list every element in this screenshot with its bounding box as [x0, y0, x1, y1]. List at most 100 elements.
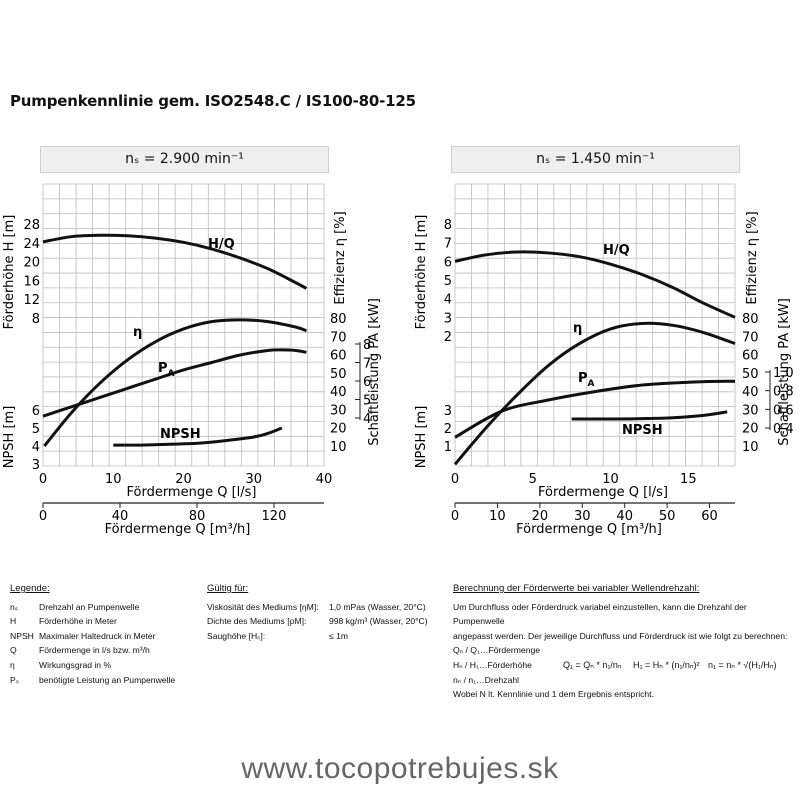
- npsh-tick-label: 2: [444, 422, 452, 437]
- legend-key: nₛ: [10, 601, 18, 612]
- valid-key: Dichte des Mediums [ρM]:: [207, 616, 307, 627]
- formula-h: H₁ = Hₙ * (n₁/nₙ)²: [633, 659, 700, 670]
- legend-row: η Wirkungsgrad in %: [10, 658, 175, 673]
- head-tick-label: 24: [23, 237, 40, 252]
- valid-heading: Gültig für:: [207, 583, 249, 594]
- valid-block: Gültig für: Viskosität des Mediums [ηM]:…: [207, 582, 428, 643]
- eff-tick-label: 40: [330, 385, 347, 400]
- valid-key: Saughöhe [Hₛ]:: [207, 630, 266, 641]
- eff-tick-label: 60: [742, 349, 759, 364]
- series-label-pa: PA: [158, 361, 175, 379]
- valid-key: Viskosität des Mediums [ηM]:: [207, 601, 319, 612]
- legend-key: NPSH: [10, 630, 34, 641]
- head-tick-label: 7: [444, 237, 452, 252]
- y-axis-label-power: Schaftleistung PA [kW]: [777, 298, 792, 446]
- eff-tick-label: 80: [330, 312, 347, 327]
- valid-value: 1,0 mPas (Wasser, 20°C): [329, 601, 426, 612]
- series-label: H/Q: [603, 243, 630, 258]
- series-label-pa: PA: [578, 371, 595, 389]
- x2-tick-label: 40: [616, 509, 633, 524]
- x2-tick-label: 50: [659, 509, 676, 524]
- legend-key: Pₛ: [10, 674, 19, 685]
- valid-value: 998 kg/m³ (Wasser, 20°C): [329, 616, 428, 627]
- y-axis-label-head: Förderhöhe H [m]: [2, 215, 17, 330]
- x-axis-label: Fördermenge Q [l/s]: [126, 485, 256, 500]
- series-label: η: [133, 325, 142, 340]
- series-label: H/Q: [208, 237, 235, 252]
- power-tick-label: 7: [363, 357, 371, 372]
- eff-tick-label: 80: [742, 312, 759, 327]
- eff-tick-label: 50: [742, 367, 759, 382]
- eff-tick-label: 10: [330, 440, 347, 455]
- x-tick-label: 40: [316, 472, 333, 487]
- x2-axis-label: Fördermenge Q [m³/h]: [516, 522, 662, 537]
- head-tick-label: 2: [444, 330, 452, 345]
- x2-axis-label: Fördermenge Q [m³/h]: [105, 522, 251, 537]
- x2-tick-label: 30: [574, 509, 591, 524]
- header-2900: nₛ = 2.900 min⁻¹: [40, 146, 329, 173]
- calc-block: Berechnung der Förderwerte bei variabler…: [453, 582, 793, 702]
- y-axis-label-npsh: NPSH [m]: [2, 406, 17, 469]
- power-tick-label: 0,4: [773, 422, 794, 437]
- x2-tick-label: 0: [451, 509, 459, 524]
- eff-tick-label: 30: [330, 403, 347, 418]
- valid-row: Dichte des Mediums [ρM]: 998 kg/m³ (Wasse…: [207, 614, 428, 629]
- eff-tick-label: 40: [742, 385, 759, 400]
- eff-tick-label: 70: [742, 330, 759, 345]
- calc-def3: nₙ / n₁…Drehzahl: [453, 674, 520, 685]
- x2-tick-label: 40: [112, 509, 129, 524]
- power-tick-label: 4: [363, 412, 371, 427]
- legend-key: Q: [10, 645, 17, 656]
- calc-heading: Berechnung der Förderwerte bei variabler…: [453, 583, 700, 594]
- series-line-hq: [42, 233, 308, 290]
- x2-tick-label: 10: [489, 509, 506, 524]
- series-line-: [43, 318, 307, 447]
- legend-heading: Legende:: [10, 583, 50, 594]
- series-line-npsh: [113, 426, 283, 447]
- calc-line2: angepasst werden. Der jeweilige Durchflu…: [453, 630, 788, 641]
- x-tick-label: 0: [451, 472, 459, 487]
- legend-value: Förderhöhe in Meter: [39, 616, 117, 627]
- power-tick-label: 5: [363, 394, 371, 409]
- watermark-url: www.tocopotrebujes.sk: [241, 752, 559, 785]
- npsh-tick-label: 6: [32, 404, 40, 419]
- x2-tick-label: 60: [701, 509, 718, 524]
- power-tick-label: 0,6: [773, 403, 794, 418]
- x-tick-label: 10: [602, 472, 619, 487]
- head-tick-label: 3: [444, 311, 452, 326]
- eff-tick-label: 50: [330, 367, 347, 382]
- head-tick-label: 8: [444, 218, 452, 233]
- y-axis-label-power: Schaftleistung PA [kW]: [367, 298, 382, 446]
- power-tick-label: 0,8: [773, 385, 794, 400]
- power-tick-label: 8: [363, 338, 371, 353]
- series-line-: [453, 321, 736, 466]
- formula-q: Q₁ = Qₙ * n₁/nₙ: [563, 659, 622, 670]
- npsh-tick-label: 4: [32, 440, 40, 455]
- legend-row: H Förderhöhe in Meter: [10, 614, 175, 629]
- eff-tick-label: 20: [330, 422, 347, 437]
- npsh-tick-label: 1: [444, 440, 452, 455]
- legend-row: nₛ Drehzahl an Pumpenwelle: [10, 600, 175, 615]
- series-label: NPSH: [160, 427, 201, 442]
- chart-page-title: Pumpenkennlinie gem. ISO2548.C / IS100-8…: [10, 92, 416, 110]
- calc-def2: Hₙ / H₁…Förderhöhe: [453, 659, 532, 670]
- valid-row: Viskosität des Mediums [ηM]: 1,0 mPas (Wa…: [207, 600, 428, 615]
- x2-tick-label: 120: [262, 509, 287, 524]
- legend-value: benötigte Leistung an Pumpenwelle: [39, 674, 176, 685]
- y-axis-label-eff: Effizienz η [%]: [333, 211, 348, 304]
- x-tick-label: 5: [529, 472, 537, 487]
- y-axis-label-eff: Effizienz η [%]: [745, 211, 760, 304]
- y-axis-label-head: Förderhöhe H [m]: [414, 215, 429, 330]
- calc-line1: Um Durchfluss oder Förderdruck variabel …: [453, 601, 747, 627]
- x2-tick-label: 80: [189, 509, 206, 524]
- legend-row: Q Fördermenge in l/s bzw. m³/h: [10, 643, 175, 658]
- series-line-pa: [454, 379, 736, 439]
- legend-value: Maximaler Haltedruck in Meter: [39, 630, 156, 641]
- eff-tick-label: 20: [742, 422, 759, 437]
- npsh-tick-label: 5: [32, 422, 40, 437]
- eff-tick-label: 60: [330, 349, 347, 364]
- x2-tick-label: 20: [532, 509, 549, 524]
- x-tick-label: 0: [39, 472, 47, 487]
- y-axis-label-npsh: NPSH [m]: [414, 406, 429, 469]
